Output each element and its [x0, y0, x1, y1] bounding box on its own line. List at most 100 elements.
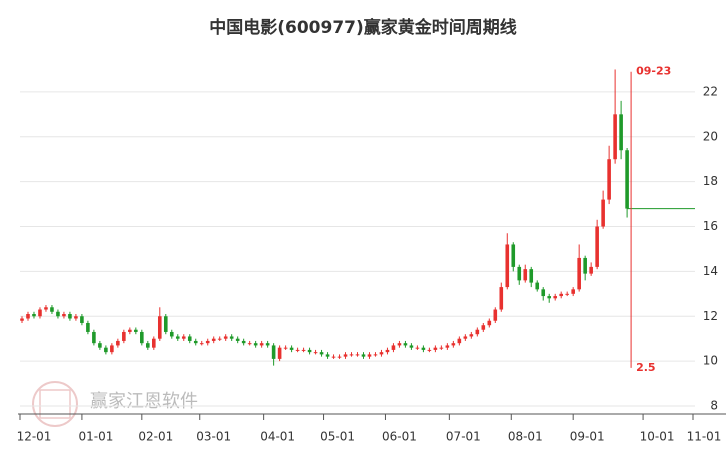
candle-body [223, 336, 228, 339]
y-tick-label: 22 [703, 84, 718, 98]
candle-body [343, 354, 348, 357]
cycle-label: 09-23 [636, 65, 671, 78]
candle-body [517, 266, 522, 281]
x-tick-label: 09-01 [570, 430, 605, 444]
candle-body [385, 349, 390, 353]
candle-body [62, 314, 66, 317]
watermark-logo [32, 381, 78, 427]
candle-body [217, 338, 222, 340]
candle-body [553, 296, 558, 299]
candle-body [445, 345, 450, 348]
candle-body [589, 266, 593, 274]
candle-body [181, 336, 186, 339]
y-tick-label: 8 [710, 399, 718, 413]
candle-body [301, 349, 306, 351]
candle-body [205, 340, 210, 344]
candle-body [361, 354, 366, 357]
candle-body [421, 347, 426, 350]
candle-body [235, 338, 240, 341]
x-tick-label: 08-01 [508, 430, 543, 444]
candle-body [493, 309, 498, 321]
candle-body [56, 311, 60, 317]
y-tick-label: 10 [703, 354, 718, 368]
candle-body [403, 343, 408, 346]
candle-body [439, 347, 444, 349]
candle-body [277, 347, 282, 359]
x-tick-label: 01-01 [78, 430, 113, 444]
candle-body [313, 352, 318, 354]
y-tick-label: 14 [703, 264, 718, 278]
candle-body [80, 316, 84, 323]
candle-body [128, 329, 132, 332]
candle-body [74, 316, 78, 319]
candle-body [505, 244, 510, 288]
candle-body [175, 336, 180, 339]
candle-body [331, 356, 336, 358]
y-tick-label: 20 [703, 129, 718, 143]
candle-body [535, 282, 540, 290]
candle-body [373, 354, 378, 356]
candle-body [463, 336, 468, 339]
candle-body [199, 343, 204, 345]
candle-body [613, 114, 617, 160]
candle-body [577, 257, 581, 290]
candle-body [619, 114, 623, 151]
candle-body [523, 269, 528, 281]
candle-body [541, 289, 546, 297]
candle-body [134, 329, 138, 332]
candle-body [529, 269, 534, 283]
x-tick-label: 03-01 [196, 430, 231, 444]
candle-body [391, 345, 396, 350]
x-tick-label: 05-01 [320, 430, 355, 444]
candle-body [163, 316, 168, 332]
candle-body [601, 199, 605, 227]
candle-body [499, 287, 504, 310]
candle-body [146, 343, 150, 348]
candle-body [193, 340, 198, 344]
candle-body [349, 354, 354, 356]
candle-body [511, 244, 516, 267]
candle-body [86, 322, 90, 332]
candle-body [433, 347, 438, 350]
candle-body [289, 347, 294, 350]
candle-body [565, 293, 569, 295]
watermark: 赢家江恩软件 [90, 390, 198, 412]
candle-body [122, 331, 126, 341]
candle-body [625, 150, 629, 209]
candle-body [241, 340, 246, 344]
candle-body [211, 338, 216, 341]
candle-body [427, 349, 432, 351]
candle-body [607, 159, 611, 200]
candle-body [595, 226, 599, 267]
candle-body [271, 345, 276, 359]
candle-body [110, 345, 114, 353]
candle-body [481, 325, 486, 330]
y-tick-label: 18 [703, 174, 718, 188]
candle-body [409, 345, 414, 348]
cycle-note: 2.5 [636, 361, 656, 374]
candle-body [319, 352, 324, 355]
candle-body [157, 316, 162, 339]
candle-body [337, 356, 342, 358]
candle-body [20, 318, 24, 321]
candle-body [116, 340, 120, 346]
x-tick-label: 12-01 [17, 430, 52, 444]
candle-body [152, 338, 156, 348]
candle-body [169, 331, 174, 337]
candle-body [98, 343, 102, 348]
candle-body [253, 343, 258, 346]
chart-title: 中国电影(600977)赢家黄金时间周期线 [209, 17, 517, 38]
candle-body [469, 334, 474, 337]
candle-body [397, 343, 402, 346]
candle-body [187, 336, 192, 341]
candle-body [571, 289, 575, 294]
x-tick-label: 10-01 [640, 430, 675, 444]
candle-body [32, 314, 36, 317]
candle-body [307, 349, 312, 353]
candle-body [26, 314, 30, 319]
candle-body [104, 347, 108, 353]
candle-body [415, 347, 420, 349]
candle-body [44, 307, 48, 310]
candle-body [487, 320, 492, 326]
